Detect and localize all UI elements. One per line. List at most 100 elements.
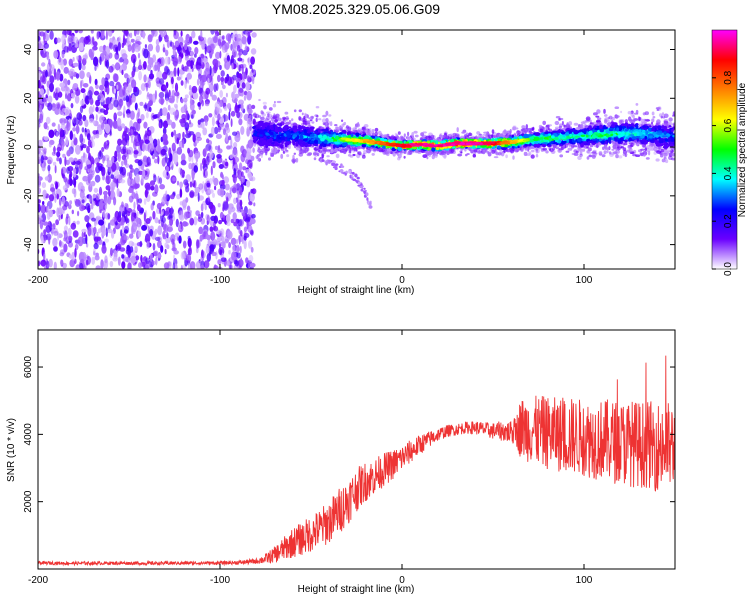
noise-cell <box>230 43 233 51</box>
noise-cell <box>237 219 243 227</box>
noise-cell <box>121 261 126 269</box>
noise-cell <box>180 264 183 269</box>
noise-cell <box>211 251 217 257</box>
noise-cell <box>203 159 206 166</box>
ridge-halo-cell <box>286 154 290 158</box>
noise-cell <box>74 258 77 265</box>
noise-cell <box>225 132 228 142</box>
noise-cell <box>75 199 79 205</box>
noise-cell <box>179 181 184 188</box>
noise-cell <box>191 30 196 39</box>
noise-cell <box>214 185 217 191</box>
noise-cell <box>40 235 44 244</box>
ridge-halo-cell <box>343 121 347 126</box>
ridge-halo-cell <box>265 152 268 156</box>
noise-cell <box>86 146 90 154</box>
noise-cell <box>156 202 162 210</box>
noise-cell <box>160 98 164 106</box>
noise-cell <box>232 131 238 136</box>
branch-cell <box>368 205 373 209</box>
noise-cell <box>54 91 59 101</box>
ridge-halo-cell <box>554 120 560 126</box>
noise-cell <box>187 235 191 241</box>
noise-cell <box>227 34 232 44</box>
noise-cell <box>201 255 205 261</box>
ridge-halo-cell <box>478 149 481 153</box>
noise-cell <box>152 114 158 120</box>
noise-cell <box>180 106 185 114</box>
noise-cell <box>63 176 68 183</box>
noise-cell <box>217 113 221 121</box>
noise-cell <box>48 142 52 148</box>
noise-cell <box>166 39 170 49</box>
noise-cell <box>219 65 222 70</box>
noise-cell <box>110 247 113 257</box>
noise-cell <box>95 193 100 201</box>
noise-cell <box>134 212 137 219</box>
noise-cell <box>184 39 188 45</box>
noise-cell <box>172 152 179 163</box>
noise-cell <box>84 166 87 171</box>
noise-cell <box>84 132 87 137</box>
ridge-halo-cell <box>263 105 267 110</box>
ridge-halo-cell <box>428 132 433 137</box>
noise-cell <box>54 164 57 174</box>
ridge-halo-cell <box>270 152 275 157</box>
noise-cell <box>240 257 243 267</box>
noise-cell <box>249 64 253 69</box>
noise-cell <box>61 166 67 174</box>
noise-cell <box>116 144 121 154</box>
branch-cell <box>321 159 325 162</box>
noise-cell <box>220 171 224 178</box>
noise-cell <box>169 95 175 104</box>
ridge-halo-cell <box>311 121 315 124</box>
noise-cell <box>181 153 186 163</box>
noise-cell <box>162 120 169 129</box>
noise-cell <box>49 75 55 84</box>
noise-cell <box>79 99 85 106</box>
ridge-halo-cell <box>334 124 338 127</box>
noise-cell <box>143 61 147 70</box>
ridge-halo-cell <box>601 154 606 158</box>
noise-cell <box>39 113 44 124</box>
noise-cell <box>198 226 204 235</box>
noise-cell <box>72 127 77 132</box>
noise-cell <box>75 160 81 165</box>
noise-cell <box>247 208 252 218</box>
noise-cell <box>163 224 169 233</box>
noise-cell <box>192 92 199 100</box>
ridge-halo-cell <box>273 100 276 104</box>
noise-cell <box>185 186 190 193</box>
noise-cell <box>116 117 122 127</box>
noise-cell <box>184 100 188 109</box>
ridge-halo-cell <box>536 148 540 154</box>
noise-cell <box>121 132 127 141</box>
ridge-halo-cell <box>257 115 262 118</box>
noise-cell <box>161 107 168 116</box>
noise-cell <box>81 228 87 233</box>
noise-cell <box>193 216 198 226</box>
noise-cell <box>147 43 154 52</box>
noise-cell <box>105 227 108 238</box>
noise-cell <box>152 210 156 220</box>
noise-cell <box>94 78 98 86</box>
noise-cell <box>206 253 211 262</box>
noise-cell <box>69 130 74 141</box>
ridge-halo-cell <box>326 155 330 158</box>
noise-cell <box>120 229 123 237</box>
noise-cell <box>228 111 231 121</box>
noise-cell <box>96 236 102 242</box>
noise-cell <box>210 215 217 221</box>
noise-cell <box>73 117 80 125</box>
noise-cell <box>41 53 47 58</box>
noise-cell <box>122 86 126 96</box>
noise-cell <box>230 237 237 246</box>
noise-cell <box>179 118 185 124</box>
noise-cell <box>213 177 219 186</box>
noise-cell <box>66 149 71 157</box>
noise-cell <box>58 240 62 247</box>
noise-cell <box>247 32 251 37</box>
noise-cell <box>86 160 91 165</box>
noise-cell <box>38 187 41 195</box>
ridge-halo-cell <box>603 108 606 114</box>
